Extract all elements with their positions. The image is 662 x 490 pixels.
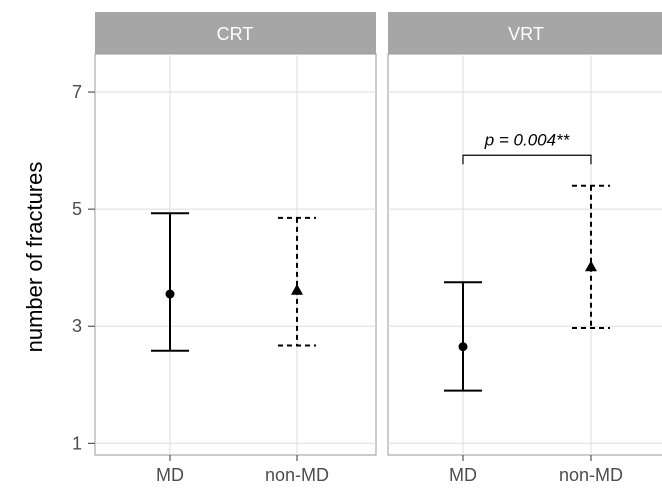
significance-label: p = 0.004** (484, 130, 571, 149)
y-tick-label: 5 (72, 199, 82, 219)
mean-point-circle (165, 289, 175, 299)
panel-crt: CRT (94, 12, 377, 456)
y-axis-ticks: 1 3 5 7 (72, 82, 95, 453)
x-tick-label: MD (449, 465, 477, 485)
strip-crt (95, 12, 376, 54)
strip-label-crt: CRT (217, 24, 254, 44)
significance-bracket (462, 154, 592, 165)
panel-background-crt (94, 53, 377, 456)
mean-point-triangle (291, 283, 303, 295)
mean-point-circle (458, 342, 468, 352)
x-tick-label: non-MD (559, 465, 623, 485)
y-tick-label: 3 (72, 316, 82, 336)
y-tick-label: 7 (72, 82, 82, 102)
y-axis-title: number of fractures (22, 162, 47, 353)
annotations: p = 0.004** (462, 130, 592, 165)
strip-vrt (388, 12, 662, 54)
marks-crt (151, 212, 316, 352)
strip-label-vrt: VRT (508, 24, 544, 44)
mean-point-triangle (585, 260, 597, 272)
x-tick-label: MD (156, 465, 184, 485)
x-tick-label: non-MD (265, 465, 329, 485)
panel-vrt: VRT (387, 12, 662, 456)
panel-background-vrt (387, 53, 662, 456)
marks-vrt (444, 184, 610, 392)
x-axis-ticks: MD non-MD MD non-MD (156, 455, 623, 485)
y-tick-label: 1 (72, 433, 82, 453)
